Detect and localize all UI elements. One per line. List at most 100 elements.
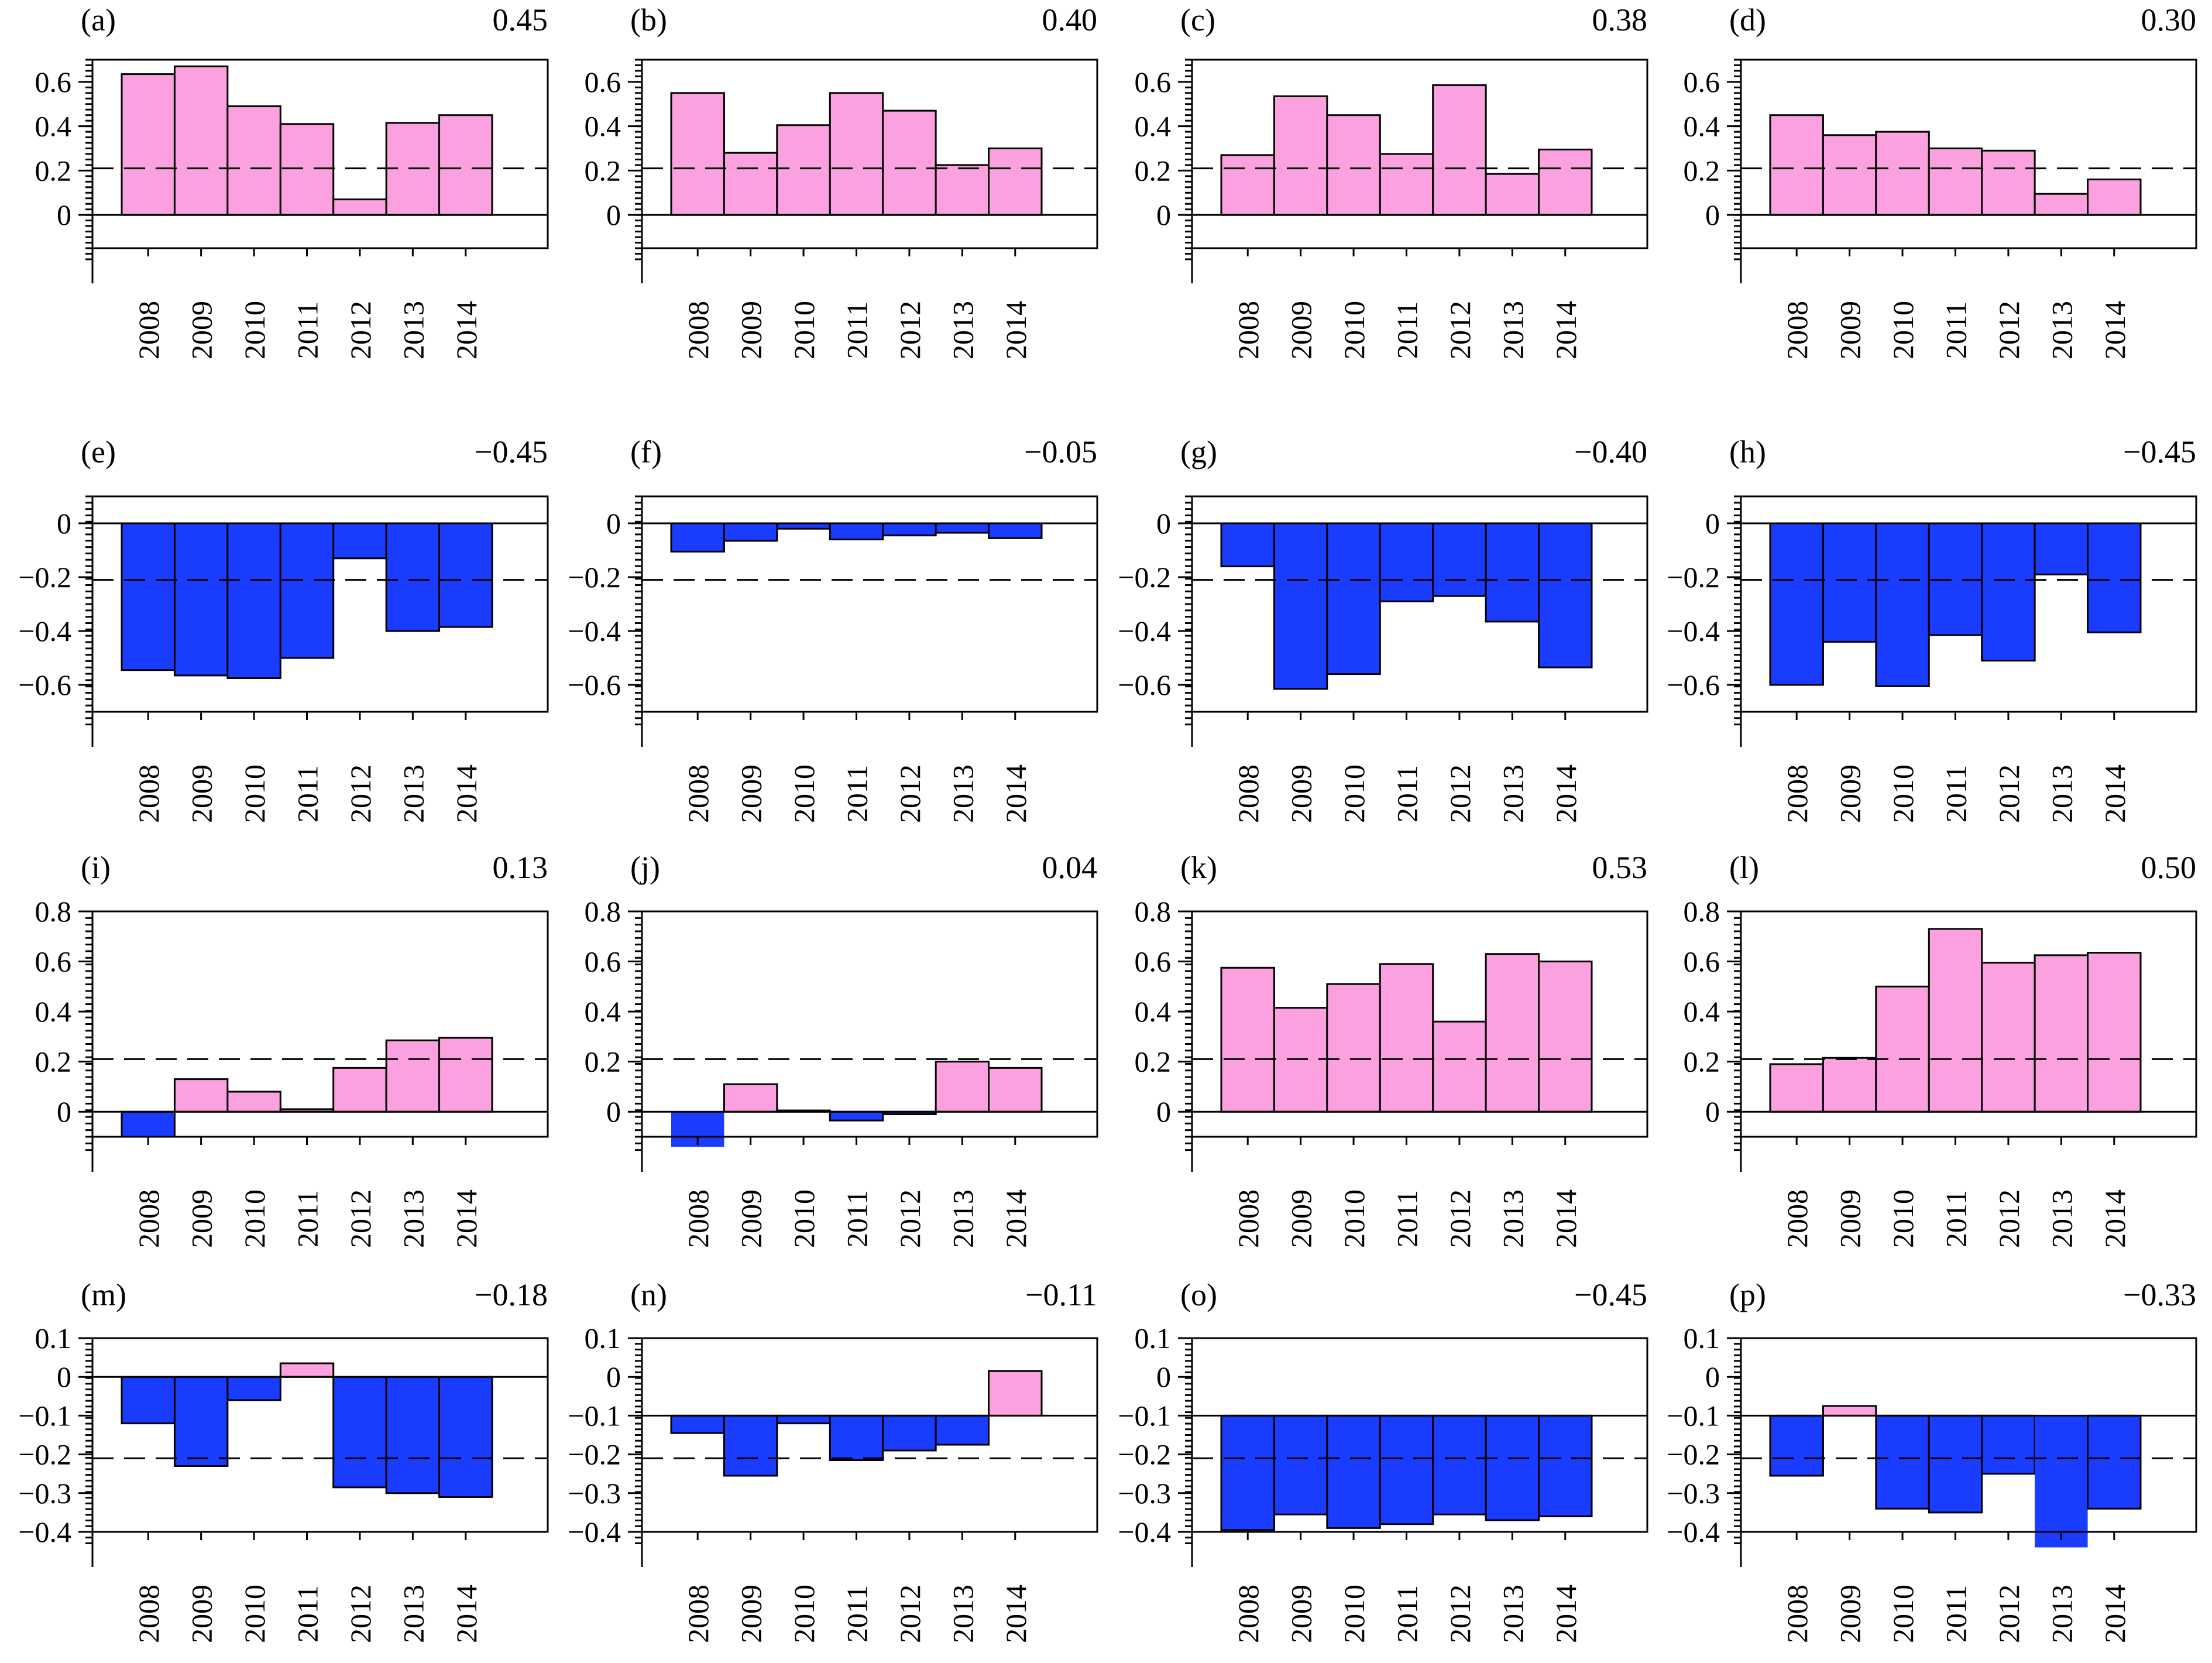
x-tick-label: 2012 [344,764,377,823]
bar-2008 [1769,1414,1824,1477]
x-tick-label: 2010 [238,301,271,359]
x-tick-label: 2011 [291,1585,324,1643]
bar-2008 [1769,522,1824,686]
panel-label: (c) [1180,2,1215,37]
x-tick-label: 2009 [186,764,218,823]
x-tick-label: 2012 [1444,1585,1476,1643]
x-tick-label: 2008 [1781,1189,1813,1248]
bar-2012 [1981,1414,2036,1475]
x-tick-label: 2012 [344,1585,377,1643]
bar-2009 [723,152,778,216]
x-tick-label: 2009 [1834,1585,1867,1643]
panel-h: (h) −0.45 0 −0.2 −0.4 −0.6 2008 2009 2010 2011 201… [1667,434,2197,823]
bar-2008 [121,73,176,216]
bar-2014 [988,1370,1043,1417]
x-tick-label: 2009 [1285,1585,1318,1643]
y-tick-label: 0.2 [585,1045,621,1078]
x-tick-label: 2013 [397,1189,430,1248]
panel-label: (m) [81,1277,126,1312]
panel-label: (d) [1729,2,1766,37]
y-tick-label: −0.1 [1118,1399,1171,1432]
x-tick-label: 2014 [450,764,483,823]
bar-2012 [1432,1020,1487,1113]
bar-2009 [1273,95,1328,216]
x-tick-label: 2014 [2098,1189,2131,1248]
bar-2012 [1981,962,2036,1113]
y-tick-label: −0.4 [1667,615,1720,647]
bar-2014 [988,1067,1043,1113]
y-tick-label: 0.2 [1684,1045,1720,1078]
x-tick-label: 2013 [946,764,979,823]
y-tick-label: −0.4 [1118,1515,1171,1548]
y-tick-label: 0.6 [1135,66,1172,98]
bar-2008 [670,522,725,553]
x-tick-label: 2008 [1232,1585,1265,1643]
y-tick-label: −0.4 [568,1515,621,1548]
bar-2011 [829,522,884,541]
x-tick-label: 2009 [735,1585,768,1643]
x-tick-label: 2009 [186,1585,218,1643]
bar-2010 [1875,131,1930,216]
panel-l: (l) 0.50 0.8 0.6 0.4 0.2 0 2008 2009 2010 2011 2012… [1684,850,2197,1248]
y-tick-label: −0.3 [1667,1477,1720,1510]
x-tick-label: 2012 [1444,1189,1476,1248]
bar-2010 [226,522,281,679]
x-tick-label: 2008 [1232,1189,1265,1248]
x-tick-label: 2008 [682,764,715,823]
bar-2010 [1875,522,1930,687]
bar-2010 [226,1091,281,1113]
x-tick-label: 2008 [132,1585,165,1643]
y-tick-label: 0.4 [585,995,621,1028]
bar-2011 [1379,522,1434,602]
panel-value-label: −0.45 [475,434,548,469]
bar-2014 [988,522,1043,539]
panel-value-label: −0.45 [1574,1277,1647,1312]
y-tick-label: 0.8 [1135,895,1172,928]
panel-o: (o) −0.45 0.1 0 −0.1 −0.2 −0.3 −0.4 2008 2009 2010… [1118,1277,1648,1643]
bar-2013 [1485,1414,1540,1521]
bar-2009 [1822,1405,1877,1417]
x-tick-label: 2011 [291,1190,324,1247]
x-tick-label: 2008 [1781,301,1813,359]
panel-label: (a) [81,2,116,37]
x-tick-label: 2010 [1338,1189,1371,1248]
y-tick-label: 0.8 [35,895,72,928]
bar-2008 [1220,1414,1275,1531]
bar-2011 [829,92,884,216]
y-tick-label: 0.6 [1135,945,1172,978]
x-tick-label: 2009 [1285,301,1318,359]
x-tick-label: 2013 [2045,1189,2078,1248]
bar-2014 [2087,179,2142,216]
x-tick-label: 2008 [682,1189,715,1248]
bar-2008 [1769,1063,1824,1113]
y-tick-label: −0.3 [568,1477,621,1510]
panel-value-label: 0.40 [1042,2,1098,37]
bar-2013 [935,164,990,216]
panel-b: (b) 0.40 0.6 0.4 0.2 0 2008 2009 2010 2011 2012 201… [585,2,1098,359]
bar-2011 [1928,148,1983,216]
y-tick-label: 0.4 [1684,995,1720,1028]
x-tick-label: 2013 [2045,764,2078,823]
x-tick-label: 2014 [2098,1585,2131,1643]
bar-2010 [1875,985,1930,1113]
x-tick-label: 2012 [1993,301,2025,359]
bar-2008 [1769,114,1824,216]
panel-value-label: −0.40 [1574,434,1647,469]
bar-2011 [279,522,335,659]
x-tick-label: 2009 [1285,1189,1318,1248]
x-tick-label: 2011 [841,301,874,359]
x-tick-label: 2012 [1444,764,1476,823]
x-tick-label: 2013 [946,301,979,359]
panel-value-label: −0.05 [1024,434,1097,469]
panel-value-label: 0.38 [1592,2,1648,37]
panel-value-label: 0.13 [493,850,548,885]
y-tick-label: 0 [1156,1095,1171,1128]
x-tick-label: 2014 [450,301,483,359]
y-tick-label: −0.1 [18,1399,71,1432]
y-tick-label: −0.2 [568,561,621,594]
x-tick-label: 2008 [1232,764,1265,823]
bar-2009 [1273,522,1328,690]
bar-2008 [670,92,725,216]
y-tick-label: 0.4 [585,110,621,143]
y-tick-label: 0.2 [1135,154,1172,187]
